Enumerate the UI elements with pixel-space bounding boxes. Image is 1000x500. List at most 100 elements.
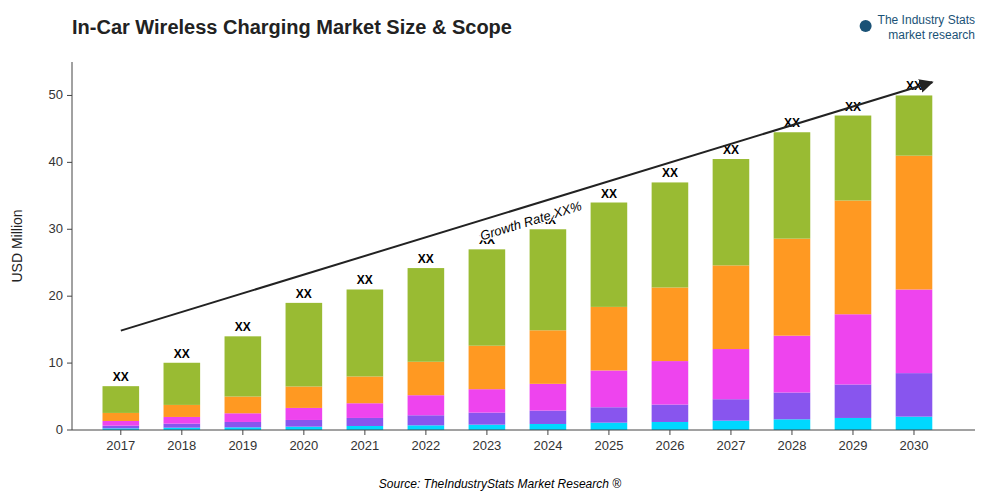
bar-segment bbox=[286, 408, 323, 420]
y-tick bbox=[67, 229, 72, 230]
y-tick-label: 0 bbox=[56, 422, 63, 437]
y-tick-label: 30 bbox=[49, 221, 63, 236]
bar-segment bbox=[774, 132, 811, 238]
bar-segment bbox=[469, 389, 506, 412]
bar-segment bbox=[347, 426, 384, 430]
y-tick-label: 40 bbox=[49, 154, 63, 169]
bar-segment bbox=[164, 363, 201, 405]
bar-label: XX bbox=[235, 320, 251, 334]
bar-segment bbox=[713, 421, 750, 430]
bar-segment bbox=[896, 373, 933, 416]
bar-segment bbox=[896, 417, 933, 430]
bar-segment bbox=[347, 403, 384, 418]
bar-segment bbox=[164, 417, 201, 424]
x-tick bbox=[364, 430, 365, 435]
bar-segment bbox=[713, 349, 750, 399]
x-tick bbox=[791, 430, 792, 435]
bar-segment bbox=[774, 336, 811, 393]
bar-segment bbox=[652, 287, 689, 361]
bar-segment bbox=[591, 407, 628, 422]
x-tick-label: 2030 bbox=[900, 438, 929, 453]
bar-segment bbox=[164, 405, 201, 417]
bar-segment bbox=[164, 424, 201, 428]
bar-segment bbox=[652, 422, 689, 430]
bar-segment bbox=[591, 307, 628, 371]
bar-segment bbox=[103, 421, 140, 426]
bar-segment bbox=[286, 420, 323, 427]
y-tick bbox=[67, 162, 72, 163]
bar-segment bbox=[713, 399, 750, 420]
bar-segment bbox=[103, 386, 140, 413]
y-tick bbox=[67, 296, 72, 297]
bar-label: XX bbox=[174, 347, 190, 361]
bar-segment bbox=[225, 336, 262, 396]
x-tick bbox=[486, 430, 487, 435]
bar-segment bbox=[469, 425, 506, 430]
x-tick bbox=[303, 430, 304, 435]
bar-label: XX bbox=[601, 187, 617, 201]
x-tick-label: 2022 bbox=[411, 438, 440, 453]
bar-segment bbox=[591, 203, 628, 307]
x-tick-label: 2027 bbox=[716, 438, 745, 453]
bar-segment bbox=[713, 265, 750, 349]
x-tick-label: 2023 bbox=[472, 438, 501, 453]
bar-segment bbox=[225, 397, 262, 414]
bar-segment bbox=[530, 411, 567, 424]
bar-segment bbox=[347, 376, 384, 403]
x-tick bbox=[120, 430, 121, 435]
y-axis-label: USD Million bbox=[9, 209, 25, 282]
growth-arrow bbox=[121, 82, 932, 330]
title: In-Car Wireless Charging Market Size & S… bbox=[72, 16, 512, 38]
bar-segment bbox=[530, 424, 567, 430]
x-tick bbox=[852, 430, 853, 435]
x-tick bbox=[669, 430, 670, 435]
y-tick bbox=[67, 430, 72, 431]
bar-segment bbox=[408, 268, 445, 362]
bars bbox=[103, 95, 933, 430]
x-tick bbox=[181, 430, 182, 435]
x-tick bbox=[547, 430, 548, 435]
y-tick bbox=[67, 363, 72, 364]
bar-segment bbox=[408, 415, 445, 425]
y-tick bbox=[67, 95, 72, 96]
bar-segment bbox=[103, 413, 140, 421]
x-tick-label: 2018 bbox=[167, 438, 196, 453]
bar-segment bbox=[591, 370, 628, 407]
x-tick-label: 2025 bbox=[594, 438, 623, 453]
bar-segment bbox=[713, 159, 750, 265]
chart: In-Car Wireless Charging Market Size & S… bbox=[0, 0, 1000, 500]
x-tick-label: 2019 bbox=[228, 438, 257, 453]
bar-segment bbox=[774, 419, 811, 430]
bar-segment bbox=[774, 393, 811, 420]
growth-label: Growth Rate XX% bbox=[478, 198, 583, 243]
bar-segment bbox=[225, 413, 262, 422]
x-tick-label: 2017 bbox=[106, 438, 135, 453]
logo-icon bbox=[860, 20, 872, 32]
bar-segment bbox=[652, 361, 689, 404]
bar-segment bbox=[408, 362, 445, 395]
x-tick bbox=[242, 430, 243, 435]
y-tick-label: 10 bbox=[49, 355, 63, 370]
logo: The Industry Statsmarket research bbox=[860, 13, 975, 42]
y-tick-label: 50 bbox=[49, 87, 63, 102]
bar-segment bbox=[286, 427, 323, 430]
bar-label: XX bbox=[662, 166, 678, 180]
bar-segment bbox=[408, 425, 445, 430]
bar-label: XX bbox=[113, 370, 129, 384]
x-tick bbox=[425, 430, 426, 435]
bar-segment bbox=[774, 239, 811, 336]
bar-segment bbox=[835, 201, 872, 315]
x-tick-label: 2020 bbox=[289, 438, 318, 453]
x-tick bbox=[913, 430, 914, 435]
source: Source: TheIndustryStats Market Research… bbox=[379, 477, 621, 491]
bar-segment bbox=[896, 95, 933, 155]
x-tick-label: 2028 bbox=[777, 438, 806, 453]
bar-segment bbox=[530, 384, 567, 411]
bar-segment bbox=[835, 116, 872, 201]
bar-segment bbox=[896, 156, 933, 290]
bar-segment bbox=[286, 303, 323, 387]
bar-segment bbox=[286, 387, 323, 408]
bar-segment bbox=[835, 314, 872, 384]
bar-label: XX bbox=[357, 273, 373, 287]
x-axis-line bbox=[72, 430, 975, 431]
